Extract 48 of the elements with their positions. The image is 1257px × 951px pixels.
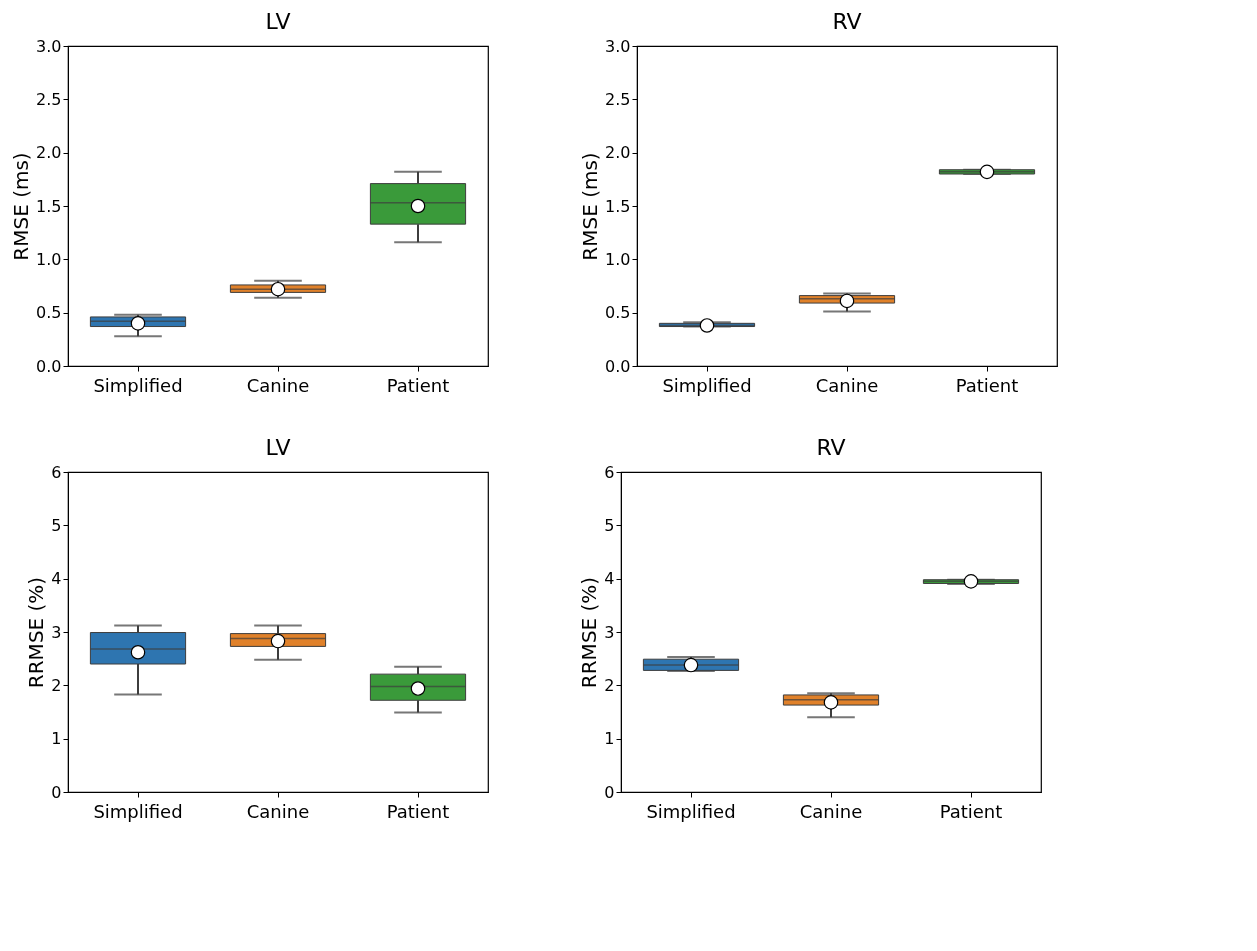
y-tick-label: 2.0 [36,143,62,163]
y-tick-label: 0.5 [36,303,62,323]
y-tick-label: 0.5 [605,303,631,323]
y-tick-label: 1 [604,729,615,749]
y-tick-label: 4 [604,569,615,589]
y-tick-label: 0 [51,782,62,802]
x-tick-label: Patient [955,374,1019,396]
y-tick-label: 6 [51,462,62,482]
x-tick-label: Canine [815,374,879,396]
x-tick-label: Patient [939,800,1003,822]
y-axis-title: RRMSE (%) [24,576,49,689]
y-tick-label: 3.0 [36,36,62,56]
x-tick-label: Simplified [646,800,736,822]
x-tick-label: Simplified [93,374,183,396]
y-tick-label: 2.0 [605,143,631,163]
y-tick-label: 1 [51,729,62,749]
y-tick-label: 3 [51,622,62,642]
x-tick-label: Canine [246,800,310,822]
y-axis-title: RMSE (ms) [9,152,34,261]
y-tick-label: 1.0 [36,249,62,269]
y-tick-label: 3.0 [605,36,631,56]
y-tick-label: 1.5 [605,196,631,216]
y-tick-label: 0.0 [36,356,62,376]
y-tick-label: 2 [604,675,615,695]
chart-title: RV [816,435,846,460]
x-tick-label: Canine [799,800,863,822]
x-tick-label: Canine [246,374,310,396]
y-tick-label: 0.0 [605,356,631,376]
x-tick-label: Simplified [662,374,752,396]
y-axis-title: RMSE (ms) [578,152,603,261]
x-tick-label: Patient [386,374,450,396]
y-tick-label: 2 [51,675,62,695]
y-tick-label: 1.5 [36,196,62,216]
x-tick-label: Patient [386,800,450,822]
y-tick-label: 5 [51,515,62,535]
y-axis-title: RRMSE (%) [577,576,602,689]
y-tick-label: 3 [604,622,615,642]
y-tick-label: 0 [604,782,615,802]
chart-title: RV [832,9,862,34]
y-tick-label: 5 [604,515,615,535]
y-tick-label: 2.5 [605,89,631,109]
chart-title: LV [265,9,291,34]
y-tick-label: 6 [604,462,615,482]
chart-title: LV [265,435,291,460]
x-tick-label: Simplified [93,800,183,822]
y-tick-label: 2.5 [36,89,62,109]
y-tick-label: 1.0 [605,249,631,269]
y-tick-label: 4 [51,569,62,589]
